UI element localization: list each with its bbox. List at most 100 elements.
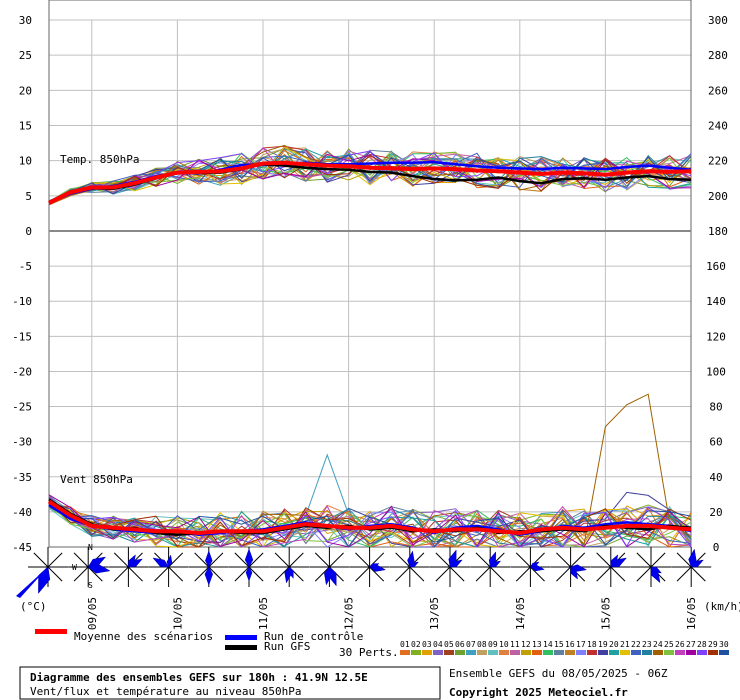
- pert-swatch: [653, 650, 663, 655]
- rose-spoke: [676, 566, 692, 582]
- rose-spoke: [475, 566, 491, 582]
- pert-number: 07: [466, 640, 476, 649]
- wind-rose: [631, 547, 671, 587]
- pert-swatch: [686, 650, 696, 655]
- wind-rose: [470, 547, 511, 587]
- date-tick: 15/05: [599, 597, 612, 630]
- wind-rose: [68, 547, 111, 587]
- wind-rose: [188, 547, 229, 587]
- pert-swatch: [587, 650, 597, 655]
- date-tick: 10/05: [171, 597, 184, 630]
- wind-rose: [269, 547, 310, 587]
- rose-spoke: [168, 552, 184, 568]
- footer-subtitle: Vent/flux et température au niveau 850hP…: [30, 685, 302, 698]
- pert-number: 01: [400, 640, 410, 649]
- rose-north-label: N: [88, 543, 93, 552]
- wind-left-tick: -35: [12, 471, 32, 484]
- rose-spoke: [610, 566, 626, 582]
- rose-petal: [324, 566, 333, 586]
- rose-petal: [449, 559, 463, 568]
- wind-right-tick: 160: [706, 260, 726, 273]
- rose-spoke: [570, 552, 586, 568]
- rose-spoke: [314, 566, 330, 582]
- rose-petal: [690, 559, 704, 568]
- rose-petal: [128, 554, 136, 568]
- rose-spoke: [274, 566, 290, 582]
- rose-spoke: [596, 552, 612, 568]
- wind-right-tick: 140: [706, 295, 726, 308]
- main-series-lines: [47, 160, 692, 536]
- legend: Moyenne des scénarios Run de contrôle Ru…: [35, 629, 729, 659]
- rose-petal: [205, 550, 213, 568]
- wind-left-tick: -45: [12, 541, 32, 554]
- pert-swatch: [444, 650, 454, 655]
- wind-right-tick: 40: [709, 471, 722, 484]
- rose-spoke: [435, 552, 451, 568]
- wind-rose-row: N W S: [16, 543, 712, 598]
- rose-spoke: [168, 566, 184, 582]
- wind-rose: [510, 547, 551, 587]
- rose-spoke: [636, 552, 652, 568]
- pert-number: 13: [532, 640, 542, 649]
- wind-panel-label: Vent 850hPa: [60, 473, 133, 486]
- pert-swatch: [510, 650, 520, 655]
- rose-spoke: [435, 566, 451, 582]
- wind-series-0: [47, 499, 692, 536]
- temp-left-tick: 0: [25, 225, 32, 238]
- wind-unit-label: (km/h): [704, 600, 740, 613]
- date-tick: 09/05: [86, 597, 99, 630]
- date-tick: 13/05: [428, 597, 441, 630]
- wind-rose: [430, 547, 470, 587]
- temp-left-tick: 30: [19, 14, 32, 27]
- pert-number: 20: [609, 640, 619, 649]
- wind-rose: [349, 547, 390, 587]
- wind-pert-line: [48, 498, 692, 548]
- rose-spoke: [395, 566, 411, 582]
- rose-spoke: [650, 552, 666, 568]
- pert-number: 19: [598, 640, 608, 649]
- rose-petal: [369, 563, 380, 568]
- rose-spoke: [355, 566, 370, 582]
- pert-legend-items: 01 02 03 04 05 06 07 08 09 10 11 12 13 14 15 16 17 18 19 20…: [400, 640, 729, 655]
- rose-spoke: [515, 566, 531, 582]
- pert-swatch: [631, 650, 641, 655]
- perturbation-lines: [48, 144, 692, 548]
- pert-number: 08: [477, 640, 487, 649]
- pert-swatch: [433, 650, 443, 655]
- pert-number: 23: [642, 640, 652, 649]
- pert-number: 04: [433, 640, 443, 649]
- rose-spoke: [73, 552, 89, 568]
- date-tick: 12/05: [343, 597, 356, 630]
- rose-spoke: [33, 552, 49, 568]
- rose-spoke: [409, 566, 425, 582]
- pert-number: 24: [653, 640, 663, 649]
- rose-spoke: [395, 552, 411, 568]
- wind-rose: [550, 547, 591, 587]
- rose-petal: [650, 566, 663, 574]
- pert-swatch: [697, 650, 707, 655]
- pert-swatch: [719, 650, 729, 655]
- wind-rose: [28, 547, 68, 595]
- pert-swatch: [477, 650, 487, 655]
- rose-spoke: [73, 566, 89, 582]
- pert-number: 29: [708, 640, 718, 649]
- pert-swatch: [609, 650, 619, 655]
- rose-spoke: [489, 566, 505, 582]
- rose-spoke: [355, 552, 370, 568]
- rose-spoke: [208, 552, 224, 568]
- wind-right-tick: 20: [709, 506, 722, 519]
- rose-spoke: [113, 552, 129, 568]
- pert-number: 21: [620, 640, 630, 649]
- plot-frame: [48, 0, 692, 548]
- run-info: Ensemble GEFS du 08/05/2025 - 06Z: [449, 667, 668, 680]
- pert-swatch: [620, 650, 630, 655]
- rose-spoke: [47, 566, 63, 582]
- pert-number: 30: [719, 640, 729, 649]
- pert-number: 12: [521, 640, 531, 649]
- wind-rose: [309, 547, 350, 587]
- wind-left-tick: -30: [12, 436, 32, 449]
- rose-large-petal: [16, 567, 48, 598]
- rose-petal: [610, 554, 619, 568]
- rose-petal: [166, 554, 173, 568]
